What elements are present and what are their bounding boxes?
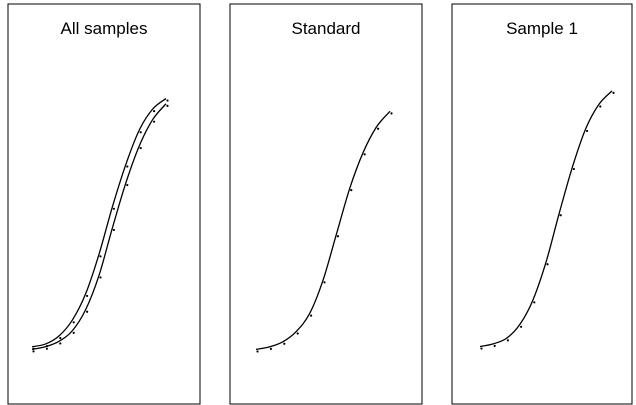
series-1-point: [572, 167, 576, 171]
series-1-point: [506, 339, 509, 342]
series-1-point: [126, 165, 129, 168]
series-1-point: [612, 91, 615, 94]
panel-frame: [451, 3, 633, 405]
plot-area: [31, 98, 169, 353]
series-1-point: [520, 325, 523, 328]
series-1-point: [350, 189, 353, 192]
series-2-point: [72, 331, 75, 334]
series-2-point: [166, 104, 169, 107]
series-1-point: [390, 112, 393, 115]
series-1-point: [153, 110, 156, 113]
series-1-curve: [31, 98, 167, 348]
panel-title: All samples: [61, 19, 148, 38]
series-1-curve: [255, 110, 391, 351]
series-1-curve: [479, 90, 613, 348]
series-1-point: [377, 127, 380, 130]
series-2-point: [86, 310, 89, 313]
series-2-point: [99, 276, 102, 279]
series-1-point: [493, 344, 496, 347]
plot-area: [255, 110, 393, 353]
panel-title: Standard: [292, 19, 361, 38]
series-1-point: [599, 105, 602, 108]
series-1-point: [86, 294, 89, 298]
panel-sample-1: Sample 1: [451, 3, 633, 405]
series-1-point: [296, 332, 299, 335]
series-2-point: [32, 350, 35, 353]
series-2-point: [45, 347, 49, 350]
series-1-point: [72, 321, 75, 324]
panel-frame: [7, 3, 201, 405]
series-1-point: [336, 235, 339, 238]
series-2-point: [59, 342, 62, 345]
panel-all-samples: All samples: [7, 3, 201, 405]
series-1-point: [480, 347, 483, 350]
series-2-point: [153, 120, 156, 123]
series-2-curve: [31, 103, 167, 350]
panel-title: Sample 1: [506, 19, 578, 38]
series-1-point: [546, 263, 549, 266]
series-1-point: [283, 342, 286, 345]
series-1-point: [112, 207, 115, 210]
series-1-point: [99, 255, 102, 258]
series-2-point: [126, 183, 129, 187]
series-1-point: [323, 281, 326, 284]
series-1-point: [59, 337, 62, 340]
plot-area: [479, 90, 615, 350]
series-1-point: [166, 99, 169, 102]
series-1-point: [310, 314, 313, 317]
series-1-point: [269, 347, 272, 350]
series-1-point: [363, 153, 366, 156]
series-1-point: [139, 131, 142, 134]
series-1-point: [256, 350, 259, 353]
series-1-point: [533, 301, 536, 304]
series-2-point: [139, 146, 142, 150]
series-1-point: [559, 214, 562, 217]
panel-standard: Standard: [229, 3, 423, 405]
series-1-point: [586, 129, 589, 133]
panel-frame: [229, 3, 423, 405]
series-2-point: [112, 228, 115, 232]
